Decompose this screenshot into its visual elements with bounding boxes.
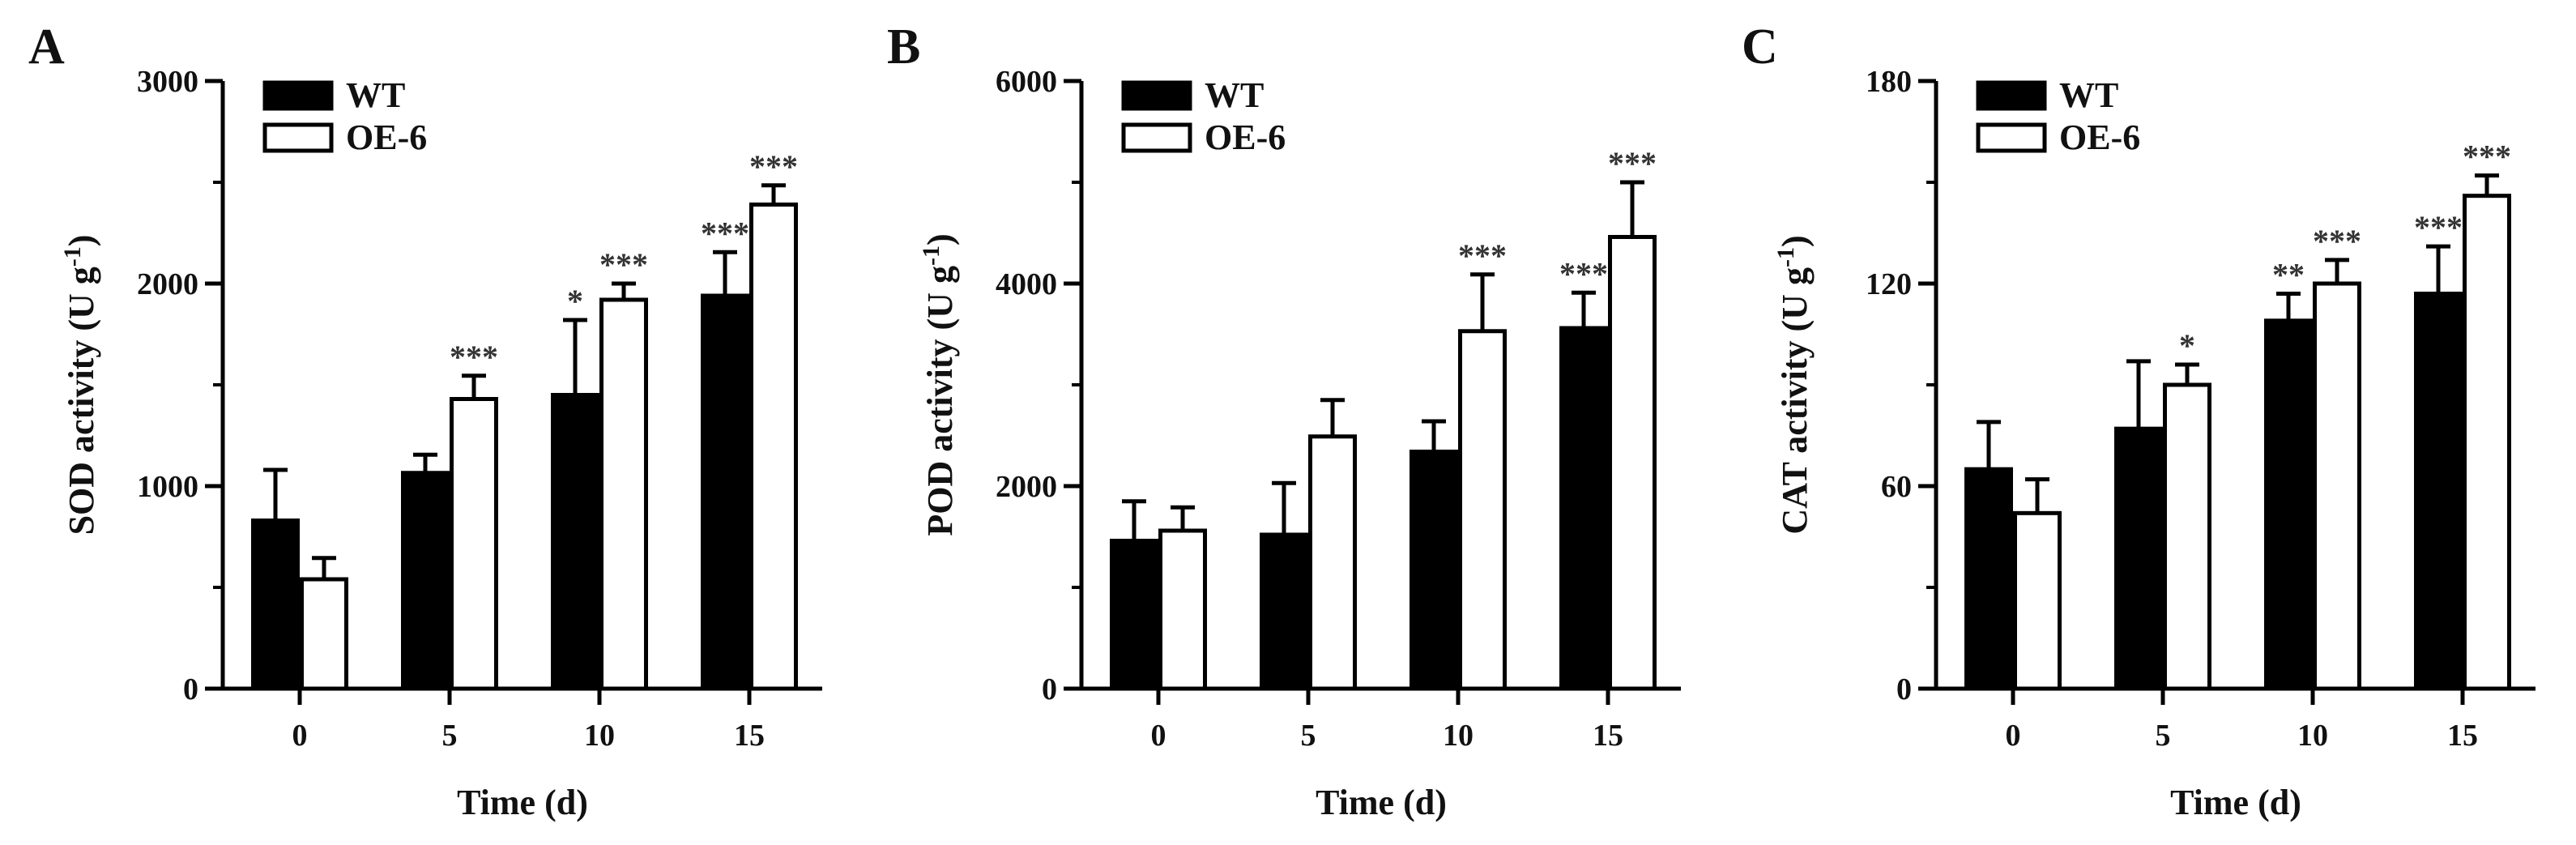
y-tick-label: 2000 <box>137 267 198 301</box>
legend-swatch-wt <box>1976 80 2047 111</box>
bar-oe6 <box>450 397 498 691</box>
significance-marker: *** <box>749 148 798 185</box>
bar-wt <box>701 293 749 691</box>
x-tick-label: 5 <box>442 719 458 753</box>
x-tick-label: 0 <box>292 719 308 753</box>
bar-wt <box>551 393 599 691</box>
bar-wt <box>1559 326 1608 691</box>
significance-marker: *** <box>599 246 648 283</box>
significance-marker: * <box>2179 327 2195 364</box>
significance-marker: *** <box>2313 223 2361 259</box>
x-tick-label: 15 <box>1593 719 1623 753</box>
y-axis-title-main: CAT activity (U g <box>1775 267 1815 535</box>
y-tick-label: 4000 <box>996 267 1057 301</box>
y-axis-title-superscript: -1 <box>918 245 945 266</box>
y-tick-label: 3000 <box>137 65 198 99</box>
legend-label: WT <box>1205 75 1264 115</box>
bar-oe6 <box>749 203 798 691</box>
y-tick-label: 6000 <box>996 65 1057 99</box>
x-tick-label: 10 <box>2297 719 2328 753</box>
bar-oe6 <box>2313 281 2361 691</box>
y-axis-title-close: ) <box>920 233 960 245</box>
y-tick-label: 0 <box>183 672 198 706</box>
panel-label: C <box>1742 19 1778 75</box>
significance-marker: *** <box>1608 145 1657 181</box>
x-tick-label: 10 <box>584 719 615 753</box>
bar-oe6 <box>1608 235 1657 691</box>
x-tick-label: 10 <box>1443 719 1474 753</box>
y-tick-label: 2000 <box>996 470 1057 504</box>
legend-label: OE-6 <box>346 117 427 157</box>
x-tick-label: 5 <box>1301 719 1316 753</box>
bar-oe6 <box>2463 194 2511 691</box>
y-tick-label: 60 <box>1881 470 1912 504</box>
legend-label: OE-6 <box>1205 117 1286 157</box>
chart-panel-a: A 0 1000 2000 3000 SOD activity (U g-1) Time (… <box>28 19 822 822</box>
bar-wt <box>401 471 450 691</box>
chart-panel-c: C 0 60 120 180 CAT activity (U g-1) Time (d) 0 5… <box>1742 19 2535 822</box>
y-axis-title-superscript: -1 <box>59 246 86 267</box>
bar-oe6 <box>599 297 648 691</box>
x-tick-label: 15 <box>734 719 765 753</box>
legend-swatch-oe6 <box>1976 122 2047 153</box>
significance-marker: *** <box>1458 237 1507 274</box>
legend-label: OE-6 <box>2059 117 2140 157</box>
x-tick-label: 15 <box>2447 719 2478 753</box>
significance-marker: ** <box>2272 257 2305 293</box>
y-axis-title: POD activity (U g-1) <box>918 233 960 536</box>
x-axis-title: Time (d) <box>1316 783 1447 822</box>
y-tick-label: 1000 <box>137 470 198 504</box>
x-tick-label: 0 <box>1151 719 1166 753</box>
panel-label: A <box>28 19 65 75</box>
panel-label: B <box>887 19 920 75</box>
legend-swatch-wt <box>262 80 334 111</box>
chart-panel-b: B 0 2000 4000 6000 POD activity (U g-1) Time (… <box>887 19 1681 822</box>
significance-marker: *** <box>1559 255 1608 292</box>
significance-marker: *** <box>2414 209 2463 245</box>
y-axis-title-close: ) <box>1775 235 1815 247</box>
bar-oe6 <box>2013 510 2062 691</box>
y-axis-title-main: SOD activity (U g <box>62 267 101 535</box>
y-tick-label: 180 <box>1866 65 1912 99</box>
bar-oe6 <box>1308 434 1357 691</box>
x-tick-label: 5 <box>2156 719 2171 753</box>
bar-oe6 <box>2163 382 2211 691</box>
bar-oe6 <box>300 577 348 691</box>
bar-oe6 <box>1458 329 1507 691</box>
bar-wt <box>251 519 300 691</box>
legend-swatch-oe6 <box>262 122 334 153</box>
legend-label: WT <box>2059 75 2118 115</box>
y-axis-title-superscript: -1 <box>1772 247 1799 267</box>
y-axis-title: SOD activity (U g-1) <box>59 235 101 536</box>
x-tick-label: 0 <box>2006 719 2021 753</box>
bar-wt <box>2114 426 2163 691</box>
significance-marker: *** <box>701 215 749 251</box>
x-axis-title: Time (d) <box>457 783 588 822</box>
bar-wt <box>1110 539 1158 691</box>
bar-oe6 <box>1158 528 1207 691</box>
legend-swatch-wt <box>1121 80 1192 111</box>
y-axis-title: CAT activity (U g-1) <box>1772 235 1815 534</box>
y-tick-label: 0 <box>1896 672 1912 706</box>
bar-wt <box>1964 467 2013 691</box>
y-axis-title-main: POD activity (U g <box>920 266 960 536</box>
y-tick-label: 120 <box>1866 267 1912 301</box>
y-axis-title-close: ) <box>62 235 101 247</box>
significance-marker: *** <box>450 339 498 375</box>
bar-wt <box>2414 292 2463 691</box>
y-tick-label: 0 <box>1042 672 1057 706</box>
bar-wt <box>1410 450 1458 691</box>
legend-label: WT <box>346 75 405 115</box>
bar-wt <box>1260 532 1308 691</box>
significance-marker: *** <box>2463 139 2511 175</box>
significance-marker: * <box>567 283 583 319</box>
legend-swatch-oe6 <box>1121 122 1192 153</box>
x-axis-title: Time (d) <box>2170 783 2301 822</box>
bar-wt <box>2264 318 2313 691</box>
